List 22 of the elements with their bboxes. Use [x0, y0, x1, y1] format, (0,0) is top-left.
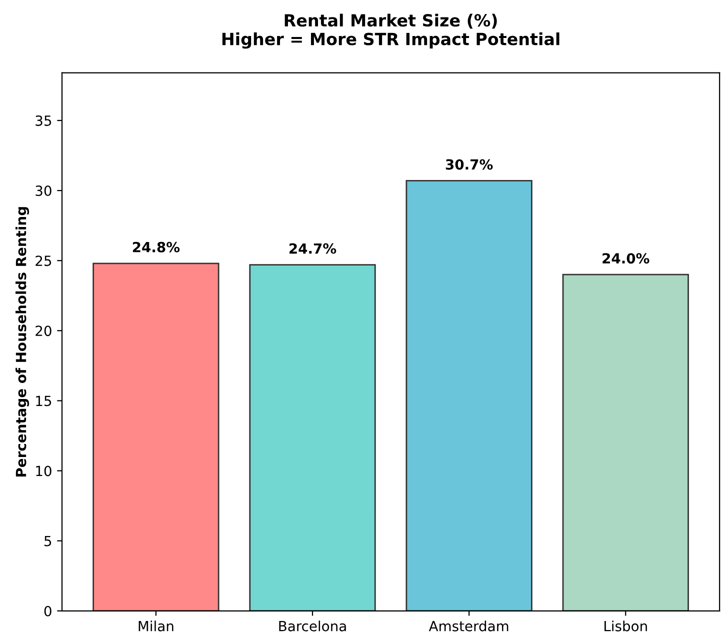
x-tick-label: Amsterdam: [428, 620, 508, 632]
y-tick-label: 30: [36, 186, 52, 196]
y-tick-label: 35: [36, 115, 52, 126]
data-label: 30.7%: [446, 159, 493, 170]
y-tick-label: 10: [36, 466, 52, 476]
x-tick-label: Barcelona: [279, 620, 346, 632]
y-tick-label: 15: [36, 396, 52, 406]
data-label: 24.7%: [290, 243, 336, 254]
y-tick-label: 0: [44, 606, 52, 616]
y-axis-title: Percentage of Households Renting: [16, 207, 30, 476]
bar: [92, 262, 220, 611]
x-tick-label: Milan: [138, 620, 174, 632]
bar: [249, 264, 376, 611]
bar: [562, 274, 689, 611]
data-label: 24.8%: [132, 242, 180, 252]
bar: [406, 180, 532, 611]
y-tick-label: 20: [36, 326, 52, 336]
y-tick-label: 25: [36, 256, 52, 266]
chart-title: Rental Market Size (%) Higher = More STR Impact Potential: [222, 14, 560, 49]
data-label: 24.0%: [602, 253, 650, 264]
y-tick-label: 5: [44, 536, 52, 546]
x-tick-label: Lisbon: [604, 620, 647, 632]
